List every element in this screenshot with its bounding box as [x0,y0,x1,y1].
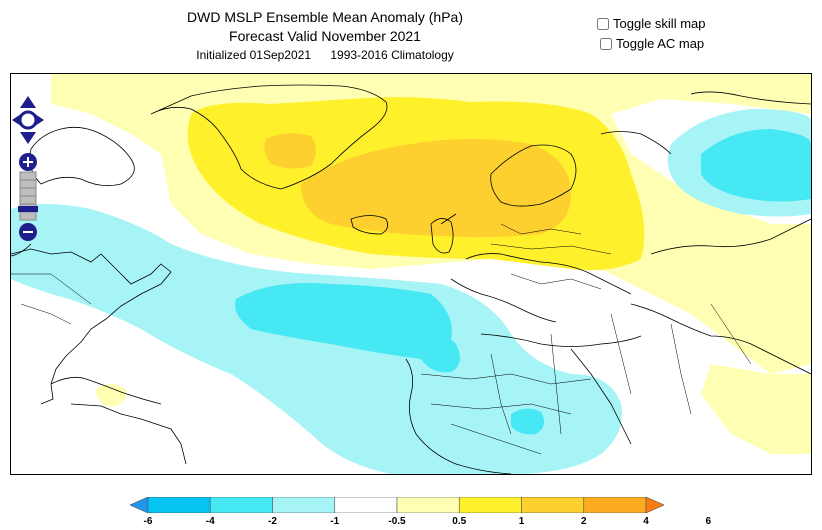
legend-swatch [147,497,211,513]
legend-swatch-high-extend [645,497,664,513]
legend-swatch [583,497,647,513]
legend-tick-label: 1 [518,516,525,527]
anomaly-region-cyan-morocco [421,335,460,373]
legend-swatch-low-extend [130,497,149,513]
legend-swatch [458,497,522,513]
map-navigation[interactable] [10,94,46,244]
legend-tick-label: -0.5 [388,516,406,527]
toggle-ac-map[interactable]: Toggle AC map [600,36,704,51]
map-title-block: DWD MSLP Ensemble Mean Anomaly (hPa) For… [130,8,520,64]
legend-tick-label: -1 [330,516,340,527]
zoom-control[interactable] [18,153,38,241]
anomaly-region-cyan-central-africa [511,408,545,435]
legend-tick-label: 0.5 [452,516,467,527]
legend-tick-label: 2 [580,516,587,527]
anomaly-map[interactable] [10,73,812,475]
legend-swatch [272,497,336,513]
toggle-skill-map[interactable]: Toggle skill map [597,16,706,31]
zoom-slider-handle[interactable] [18,206,38,212]
legend-tick-label: -6 [143,516,153,527]
legend-swatch [521,497,585,513]
toggle-ac-map-label: Toggle AC map [616,36,705,51]
toggle-skill-map-checkbox[interactable] [597,17,609,30]
legend-colorbar [130,497,664,513]
legend-tick-label: -2 [268,516,277,527]
pan-up-icon[interactable] [20,96,36,108]
legend-tick-label: -4 [205,516,215,527]
toggle-skill-map-label: Toggle skill map [613,16,706,31]
pan-down-icon[interactable] [20,132,36,144]
anomaly-region-orange-scandinavia [301,139,571,238]
anomaly-region-cyan-siberia [701,129,811,202]
map-subtitle: Forecast Valid November 2021 [229,28,421,44]
legend-swatch [334,497,398,513]
toggle-ac-map-checkbox[interactable] [600,37,612,50]
pan-center-icon [18,110,38,130]
anomaly-region-light-yellow-caribbean [96,384,127,407]
map-title: DWD MSLP Ensemble Mean Anomaly (hPa) [187,9,463,25]
map-info-line: Initialized 01Sep2021 1993-2016 Climatol… [130,46,520,64]
initialized-date: Initialized 01Sep2021 [196,48,311,62]
anomaly-region-cyan-atlantic [235,283,452,359]
legend-tick-label: 4 [643,516,649,527]
legend-swatch [209,497,273,513]
legend-tick-label: 6 [705,516,712,527]
anomaly-region-orange-greenland [264,133,316,169]
legend-swatch [396,497,460,513]
country-borders [11,223,752,455]
anomaly-map-canvas [11,74,811,474]
climatology-period: 1993-2016 Climatology [330,48,454,62]
pan-control[interactable] [12,96,44,144]
coastlines [11,84,811,474]
anomaly-region-light-yellow-atlantic [701,364,811,454]
